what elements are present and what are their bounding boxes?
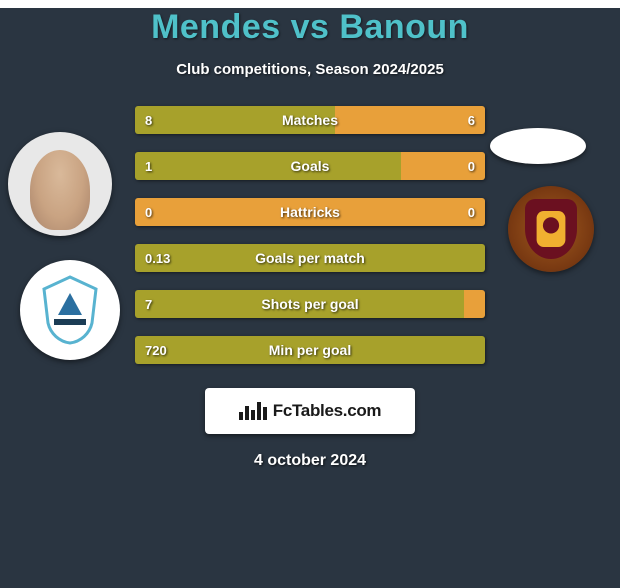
- stat-label: Hattricks: [135, 198, 485, 226]
- page-title: Mendes vs Banoun: [0, 8, 620, 47]
- stat-row: Min per goal720: [135, 336, 485, 364]
- stat-row: Hattricks0 0: [135, 198, 485, 226]
- stat-value-left: 0.13: [145, 244, 170, 272]
- fctables-logo: FcTables.com: [205, 388, 415, 434]
- stat-row: Goals1 0: [135, 152, 485, 180]
- stat-label: Min per goal: [135, 336, 485, 364]
- logo-text: FcTables.com: [273, 401, 382, 421]
- date-label: 4 october 2024: [0, 452, 620, 470]
- comparison-card: Mendes vs Banoun Club competitions, Seas…: [0, 8, 620, 588]
- stat-value-left: 7: [145, 290, 152, 318]
- page-subtitle: Club competitions, Season 2024/2025: [0, 61, 620, 78]
- stat-row: Goals per match0.13: [135, 244, 485, 272]
- stat-value-left: 8: [145, 106, 152, 134]
- stat-value-left: 1: [145, 152, 152, 180]
- stat-label: Shots per goal: [135, 290, 485, 318]
- stat-value-left: 0: [145, 198, 152, 226]
- stat-value-right: 0: [468, 198, 475, 226]
- stat-value-right: 0: [468, 152, 475, 180]
- stat-row: Shots per goal7: [135, 290, 485, 318]
- stat-row: Matches8 6: [135, 106, 485, 134]
- stat-label: Goals per match: [135, 244, 485, 272]
- stats-bars: Matches86Goals10Hattricks00Goals per mat…: [135, 106, 485, 364]
- stat-label: Matches: [135, 106, 485, 134]
- stat-value-right: 6: [468, 106, 475, 134]
- stat-value-left: 720: [145, 336, 167, 364]
- stats-area: Matches86Goals10Hattricks00Goals per mat…: [0, 106, 620, 364]
- stat-label: Goals: [135, 152, 485, 180]
- logo-bars-icon: [239, 402, 267, 420]
